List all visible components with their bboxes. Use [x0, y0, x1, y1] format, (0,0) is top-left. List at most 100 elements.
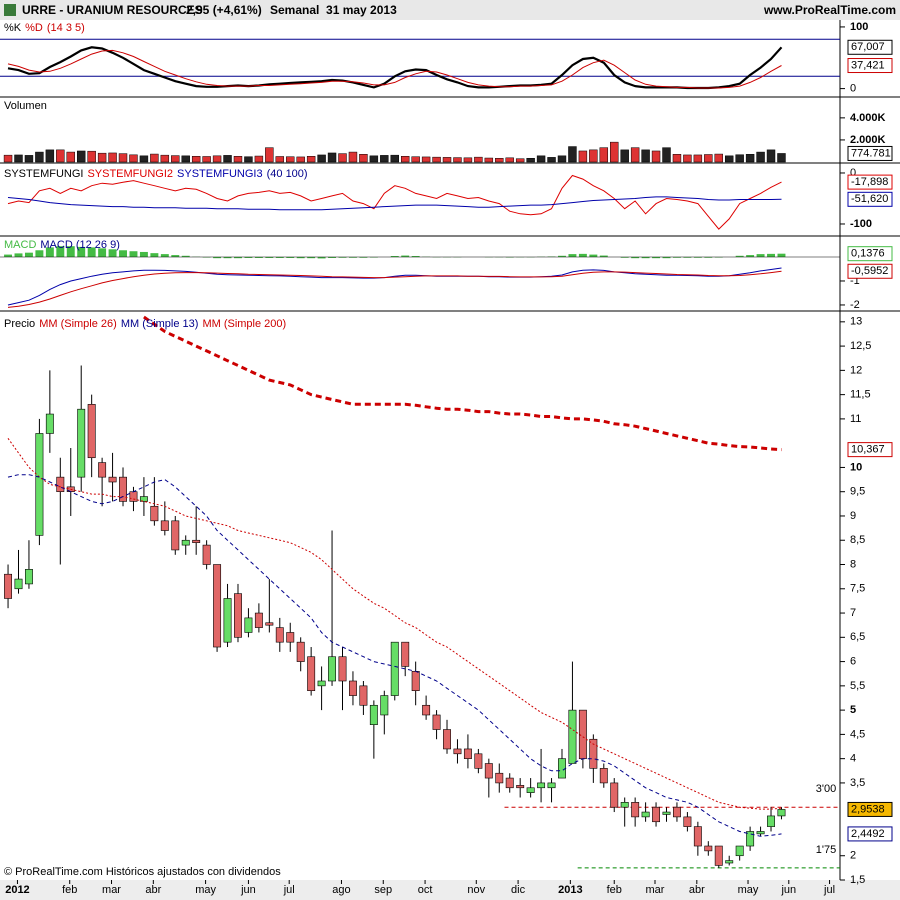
candle-body — [558, 758, 566, 779]
candle-body — [213, 564, 222, 648]
y-tick-label: 9 — [850, 510, 856, 522]
histogram-bar — [693, 256, 702, 258]
histogram-bar — [599, 255, 608, 257]
histogram-bar — [234, 256, 242, 259]
volume-bar — [181, 155, 190, 163]
volume-bar — [87, 150, 96, 163]
y-tick-label: -100 — [850, 218, 872, 230]
histogram-bar — [631, 256, 640, 259]
candle-body — [286, 632, 295, 643]
volume-bar — [35, 151, 44, 163]
histogram-bar — [45, 247, 54, 257]
volume-bar — [505, 157, 514, 163]
histogram-bar — [129, 251, 138, 257]
volume-bar — [474, 156, 483, 163]
y-tick-label: 0 — [850, 167, 856, 179]
volume-bar — [286, 156, 295, 163]
last-value-label: 37,421 — [851, 59, 885, 71]
histogram-bar — [641, 256, 650, 259]
x-tick-label: abr — [689, 884, 705, 896]
candle-body — [98, 462, 107, 478]
candle-body — [369, 704, 378, 725]
volume-bar — [76, 150, 86, 163]
volume-bar — [223, 155, 232, 163]
last-value-box — [847, 191, 893, 207]
candle-body — [56, 476, 65, 493]
volume-bar — [735, 154, 744, 163]
volume-bar — [495, 157, 504, 163]
x-tick-label: dic — [511, 884, 526, 896]
last-value-label: 67,007 — [851, 41, 885, 53]
candle-body — [244, 617, 253, 633]
last-value-label: -51,620 — [851, 193, 888, 205]
x-tick-label: abr — [145, 884, 161, 896]
candle-body — [735, 845, 744, 857]
x-tick-label: jun — [780, 884, 796, 896]
volume-bar — [526, 157, 535, 163]
candle-body — [631, 802, 640, 818]
x-tick-label: may — [195, 884, 216, 896]
legend-entry: MM (Simple 26) — [39, 318, 117, 330]
volume-bar — [704, 154, 713, 163]
last-value-box — [847, 442, 893, 458]
last-value-label: -17,898 — [851, 176, 888, 188]
candle-body — [390, 641, 399, 696]
candle-body — [192, 539, 201, 543]
candle-body — [652, 806, 661, 823]
candle-body — [338, 656, 347, 682]
y-tick-label: 0 — [850, 83, 856, 95]
x-tick-label: may — [738, 884, 759, 896]
histogram-bar — [77, 246, 86, 257]
volume-bar — [620, 149, 629, 163]
legend-entry: SYSTEMFUNGI2 — [87, 168, 173, 180]
volume-bar — [380, 155, 389, 163]
volume-bar — [714, 153, 723, 163]
y-tick-label: 1,5 — [850, 874, 865, 886]
volume-bar — [442, 157, 452, 163]
candle-body — [328, 656, 337, 682]
volume-bar — [662, 147, 671, 163]
series-line — [7, 174, 782, 230]
volume-bar — [129, 154, 138, 163]
volume-bar — [432, 156, 441, 163]
last-value-box — [847, 145, 893, 161]
volume-bar — [3, 154, 13, 163]
candle-body — [443, 729, 451, 750]
histogram-bar — [746, 255, 755, 257]
histogram-bar — [244, 256, 253, 258]
histogram-bar — [328, 256, 337, 258]
y-tick-label: 12 — [850, 364, 862, 376]
quote: 2,95 (+4,61%) — [186, 3, 262, 17]
volume-bar — [777, 153, 786, 163]
histogram-bar — [589, 254, 598, 257]
volume-bar — [400, 156, 410, 163]
candle-body — [348, 680, 357, 696]
candle-body — [139, 496, 148, 502]
candle-body — [662, 811, 671, 815]
histogram-bar — [254, 256, 263, 258]
histogram-bar — [359, 256, 368, 258]
candle-body — [463, 748, 472, 759]
candle-body — [45, 413, 54, 434]
histogram-bar — [286, 256, 295, 258]
volume-bar — [515, 158, 525, 163]
volume-bar — [484, 157, 494, 163]
volume-bar — [160, 154, 170, 163]
y-tick-label: 5 — [850, 704, 856, 716]
y-tick-label: 8,5 — [850, 534, 865, 546]
candle-body — [777, 809, 786, 817]
volume-bar — [118, 153, 128, 163]
histogram-bar — [558, 255, 566, 257]
candle-body — [767, 815, 775, 827]
volume-bar — [766, 149, 776, 163]
volume-bar — [66, 151, 75, 163]
candle-body — [453, 748, 462, 755]
histogram-bar — [390, 256, 399, 257]
y-tick-label: 11,5 — [850, 389, 871, 401]
y-tick-label: 4,5 — [850, 728, 865, 740]
symbol-icon — [4, 4, 16, 16]
panel-legend: Precio MM (Simple 26) MM (Simple 13) MM (Si… — [4, 318, 286, 330]
legend-entry: SYSTEMFUNGI — [4, 168, 83, 180]
site: www.ProRealTime.com — [763, 3, 896, 17]
volume-bar — [651, 150, 661, 163]
